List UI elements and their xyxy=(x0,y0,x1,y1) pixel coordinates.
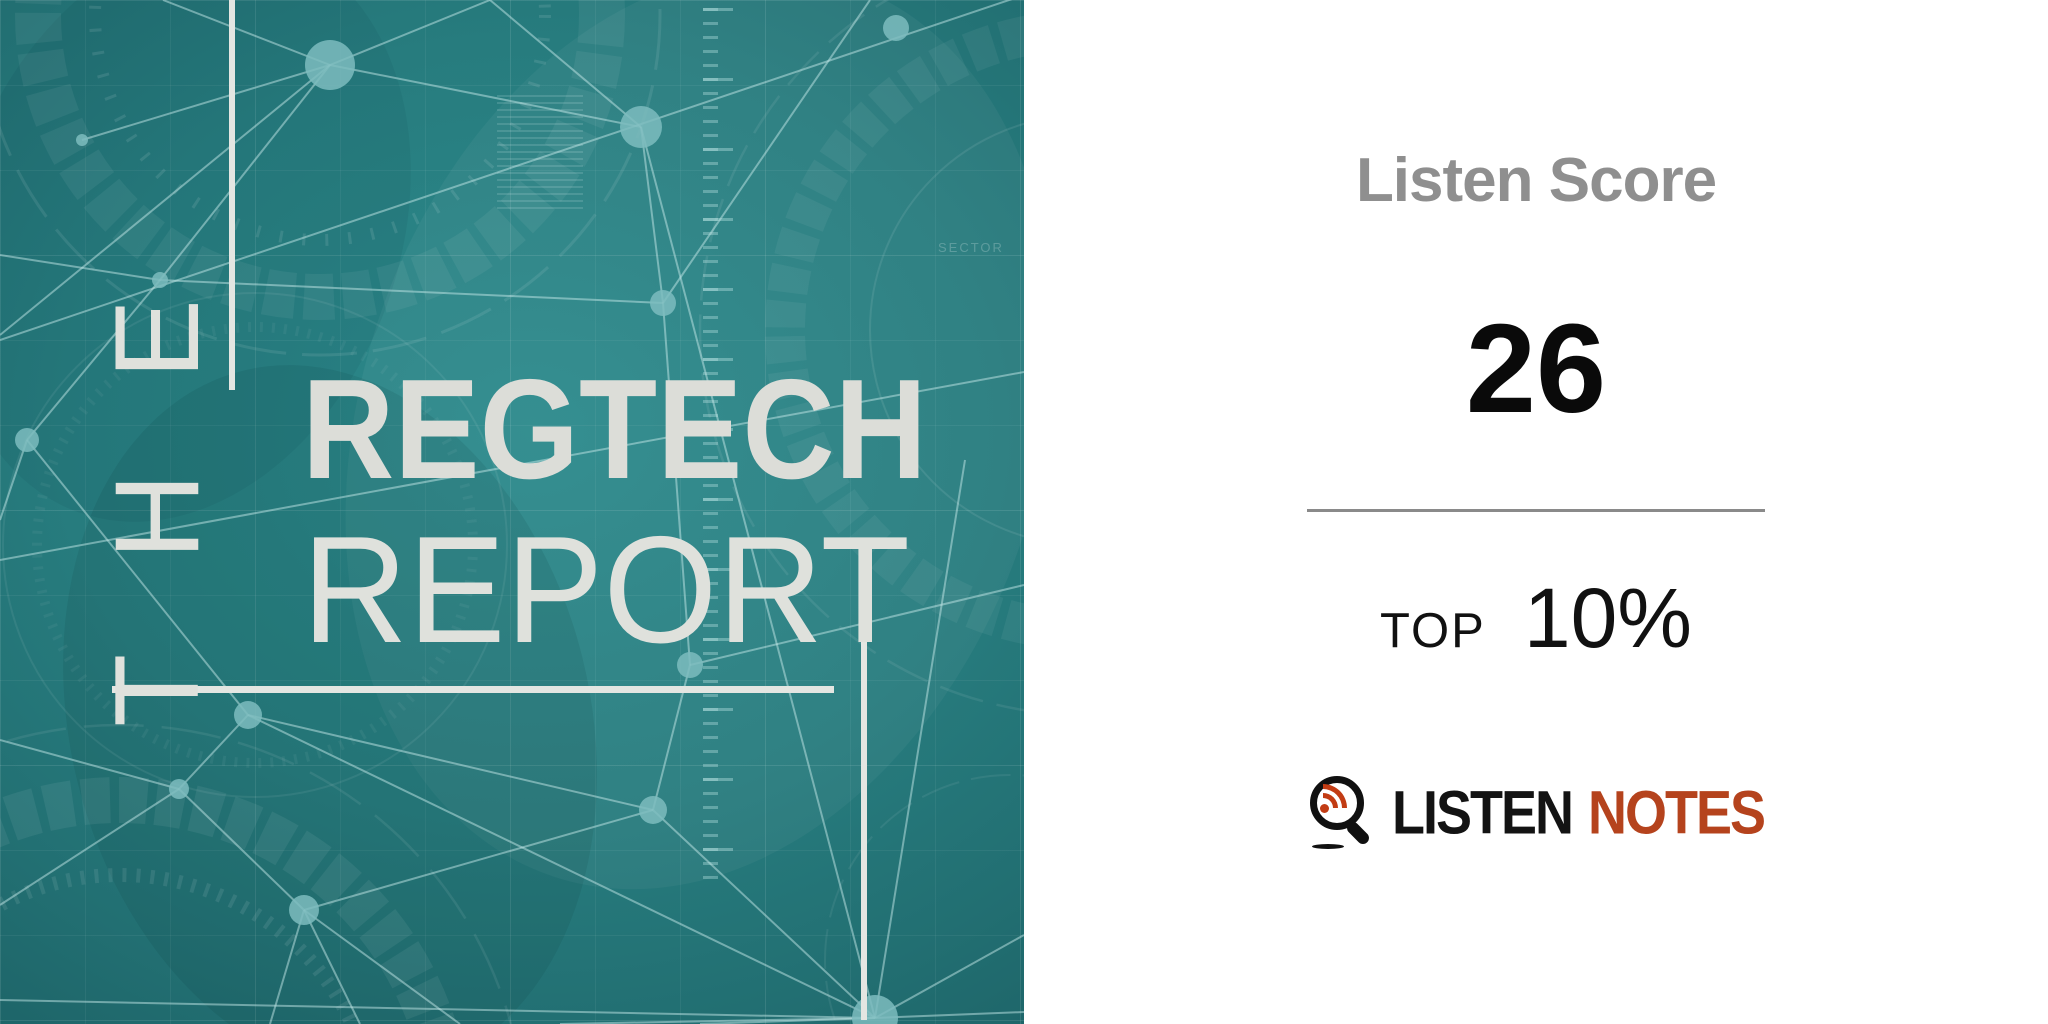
artwork-title-report: REPORT xyxy=(302,505,910,675)
artwork-background-graphic: SECTOR THE REGTECH REPORT xyxy=(0,0,1024,1024)
dial-rings xyxy=(0,0,1024,1024)
rss-wave-inner xyxy=(1322,793,1338,808)
artwork-title-the: THE xyxy=(90,299,224,727)
score-divider xyxy=(1307,509,1765,512)
magnifier-rss-icon xyxy=(1308,772,1372,854)
background-sector-label: SECTOR xyxy=(938,240,1004,255)
lens-circle xyxy=(1309,776,1364,830)
brand-wordmark: LISTEN NOTES xyxy=(1392,782,1766,843)
listen-score-panel: Listen Score 26 TOP 10% LISTEN NOTES xyxy=(1024,0,2048,1024)
magnifier-handle xyxy=(1344,819,1372,847)
brand-word-listen: LISTEN xyxy=(1391,779,1574,847)
listen-score-value: 26 xyxy=(1465,298,1607,439)
listen-notes-logo-link[interactable]: LISTEN NOTES xyxy=(1024,772,2048,854)
network-lines xyxy=(0,0,1024,1024)
network-nodes xyxy=(15,15,909,1024)
micro-text-texture xyxy=(497,95,583,213)
watermark-blobs xyxy=(0,0,597,1024)
rss-dot xyxy=(1319,804,1329,813)
frame-line-underline xyxy=(112,686,834,693)
rank-row: TOP 10% xyxy=(1024,576,2048,660)
frame-line-top-vertical xyxy=(229,0,235,390)
brand-word-notes: NOTES xyxy=(1587,779,1766,847)
frame-line-right-vertical xyxy=(861,600,867,1020)
magnifier-shadow xyxy=(1311,844,1344,849)
listen-score-heading: Listen Score xyxy=(1355,146,1717,215)
rank-top-label: TOP xyxy=(1380,604,1486,658)
artwork-title-regtech: REGTECH xyxy=(302,350,927,509)
ruler-ticks-major xyxy=(703,8,733,880)
rank-percent-value: 10% xyxy=(1523,571,1692,665)
podcast-artwork[interactable]: SECTOR THE REGTECH REPORT xyxy=(0,0,1024,1024)
